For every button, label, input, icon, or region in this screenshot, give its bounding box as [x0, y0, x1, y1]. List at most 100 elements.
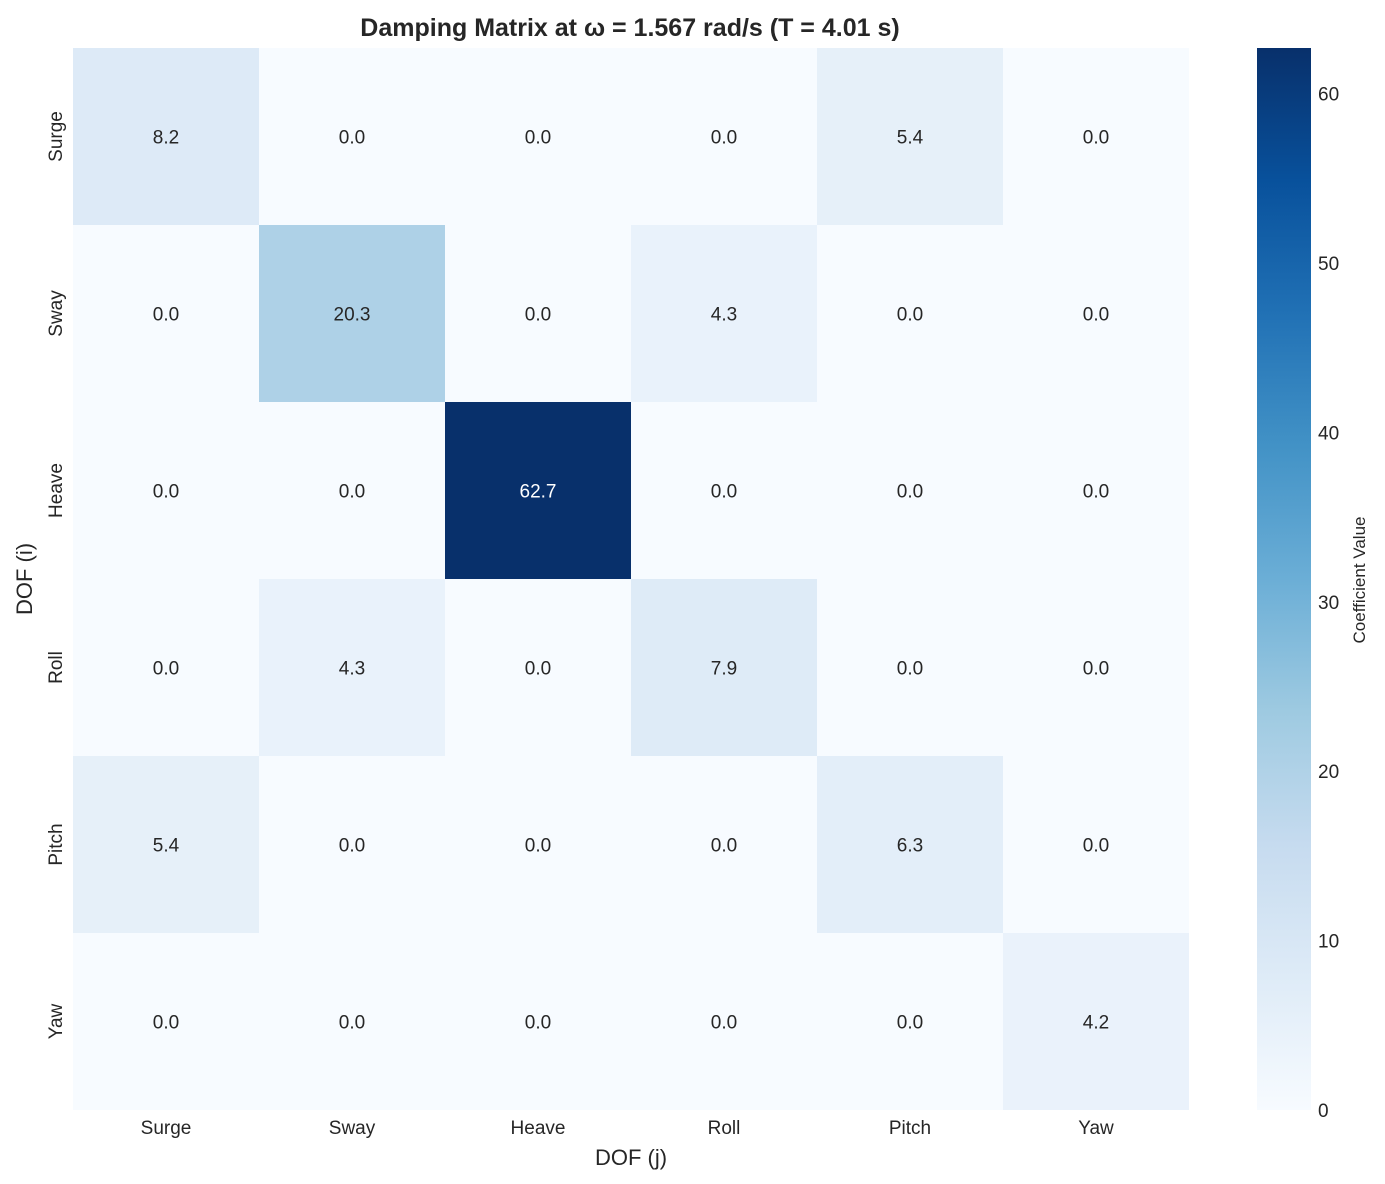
cell-pitch-heave: [445, 756, 631, 933]
y-tick-label: Pitch: [46, 823, 67, 865]
cell-value-label: 0.0: [1083, 836, 1109, 857]
cell-value-label: 0.0: [1083, 659, 1109, 680]
cell-value-label: 0.0: [897, 482, 923, 503]
x-tick-label: Heave: [511, 1118, 566, 1139]
cell-heave-surge: [73, 402, 259, 579]
cell-value-label: 0.0: [525, 1013, 551, 1034]
cell-heave-yaw: [1003, 402, 1189, 579]
cell-surge-surge: [73, 48, 259, 225]
cell-value-label: 0.0: [1083, 305, 1109, 326]
cell-surge-yaw: [1003, 48, 1189, 225]
cell-heave-roll: [631, 402, 817, 579]
cell-roll-pitch: [817, 579, 1003, 756]
colorbar-tick-label: 60: [1318, 85, 1339, 106]
cell-value-label: 8.2: [153, 128, 179, 149]
cell-yaw-sway: [259, 933, 445, 1110]
colorbar-gradient: [1257, 48, 1311, 1110]
cell-yaw-heave: [445, 933, 631, 1110]
cell-value-label: 7.9: [711, 659, 737, 680]
colorbar-tick-label: 30: [1318, 593, 1339, 614]
cell-yaw-yaw: [1003, 933, 1189, 1110]
y-tick-label: Surge: [46, 111, 67, 162]
cell-value-label: 0.0: [897, 1013, 923, 1034]
cell-pitch-roll: [631, 756, 817, 933]
cell-value-label: 0.0: [525, 128, 551, 149]
cell-sway-heave: [445, 225, 631, 402]
cell-value-label: 0.0: [1083, 482, 1109, 503]
heatmap-cells: 8.2 0.0 0.0 0.0 5.4 0.0 0.0 20.3 0.0 4.3 0.0 0.0 0.0…: [73, 48, 1189, 1110]
cell-sway-pitch: [817, 225, 1003, 402]
y-tick-label: Roll: [46, 651, 67, 684]
cell-pitch-pitch: [817, 756, 1003, 933]
cell-surge-roll: [631, 48, 817, 225]
cell-roll-sway: [259, 579, 445, 756]
cell-heave-heave: [445, 402, 631, 579]
cell-heave-pitch: [817, 402, 1003, 579]
x-tick-label: Sway: [329, 1118, 376, 1139]
cell-roll-yaw: [1003, 579, 1189, 756]
y-tick-labels: Surge Sway Heave Roll Pitch Yaw: [46, 111, 67, 1039]
cell-pitch-sway: [259, 756, 445, 933]
cell-sway-sway: [259, 225, 445, 402]
x-tick-labels: Surge Sway Heave Roll Pitch Yaw: [141, 1118, 1114, 1139]
cell-value-label: 0.0: [711, 836, 737, 857]
cell-value-label: 4.3: [711, 305, 737, 326]
colorbar-label: Coefficient Value: [1350, 517, 1369, 644]
cell-value-label: 0.0: [525, 305, 551, 326]
cell-surge-pitch: [817, 48, 1003, 225]
x-tick-label: Surge: [141, 1118, 192, 1139]
y-axis-label: DOF (i): [12, 543, 37, 615]
colorbar: 0 10 20 30 40 50 60 Coefficient Value: [1257, 48, 1369, 1122]
x-tick-label: Pitch: [889, 1118, 931, 1139]
cell-pitch-surge: [73, 756, 259, 933]
chart-title: Damping Matrix at ω = 1.567 rad/s (T = 4…: [360, 14, 899, 42]
cell-value-label: 0.0: [153, 1013, 179, 1034]
cell-pitch-yaw: [1003, 756, 1189, 933]
cell-value-label: 20.3: [334, 305, 371, 326]
cell-roll-roll: [631, 579, 817, 756]
cell-value-label: 4.3: [339, 659, 365, 680]
cell-value-label: 0.0: [153, 482, 179, 503]
cell-yaw-pitch: [817, 933, 1003, 1110]
colorbar-tick-label: 20: [1318, 762, 1339, 783]
cell-value-label: 0.0: [153, 305, 179, 326]
cell-value-label: 6.3: [897, 836, 923, 857]
cell-surge-sway: [259, 48, 445, 225]
cell-roll-surge: [73, 579, 259, 756]
x-tick-label: Roll: [708, 1118, 741, 1139]
cell-yaw-surge: [73, 933, 259, 1110]
cell-roll-heave: [445, 579, 631, 756]
cell-sway-surge: [73, 225, 259, 402]
y-tick-label: Sway: [46, 290, 67, 337]
colorbar-tick-label: 40: [1318, 423, 1339, 444]
cell-value-label: 0.0: [711, 482, 737, 503]
cell-value-label: 5.4: [153, 836, 180, 857]
cell-value-label: 0.0: [153, 659, 179, 680]
cell-value-label: 4.2: [1083, 1013, 1109, 1034]
cell-sway-roll: [631, 225, 817, 402]
cell-value-label: 0.0: [897, 659, 923, 680]
cell-value-label: 0.0: [525, 659, 551, 680]
cell-value-label: 0.0: [339, 482, 365, 503]
cell-value-label: 0.0: [897, 305, 923, 326]
colorbar-tick-label: 50: [1318, 254, 1339, 275]
cell-value-label: 0.0: [525, 836, 551, 857]
colorbar-ticks: 0 10 20 30 40 50 60: [1318, 85, 1339, 1122]
x-tick-label: Yaw: [1078, 1118, 1114, 1139]
cell-yaw-roll: [631, 933, 817, 1110]
cell-value-label: 0.0: [339, 1013, 365, 1034]
cell-value-label: 0.0: [1083, 128, 1109, 149]
cell-value-label: 0.0: [711, 1013, 737, 1034]
cell-value-label: 0.0: [339, 128, 365, 149]
y-tick-label: Yaw: [46, 1003, 67, 1039]
cell-sway-yaw: [1003, 225, 1189, 402]
cell-value-label: 62.7: [520, 482, 557, 503]
cell-surge-heave: [445, 48, 631, 225]
cell-heave-sway: [259, 402, 445, 579]
cell-value-label: 0.0: [339, 836, 365, 857]
y-tick-label: Heave: [46, 463, 67, 518]
colorbar-tick-label: 0: [1318, 1101, 1329, 1122]
cell-value-label: 5.4: [897, 128, 924, 149]
colorbar-tick-label: 10: [1318, 932, 1339, 953]
